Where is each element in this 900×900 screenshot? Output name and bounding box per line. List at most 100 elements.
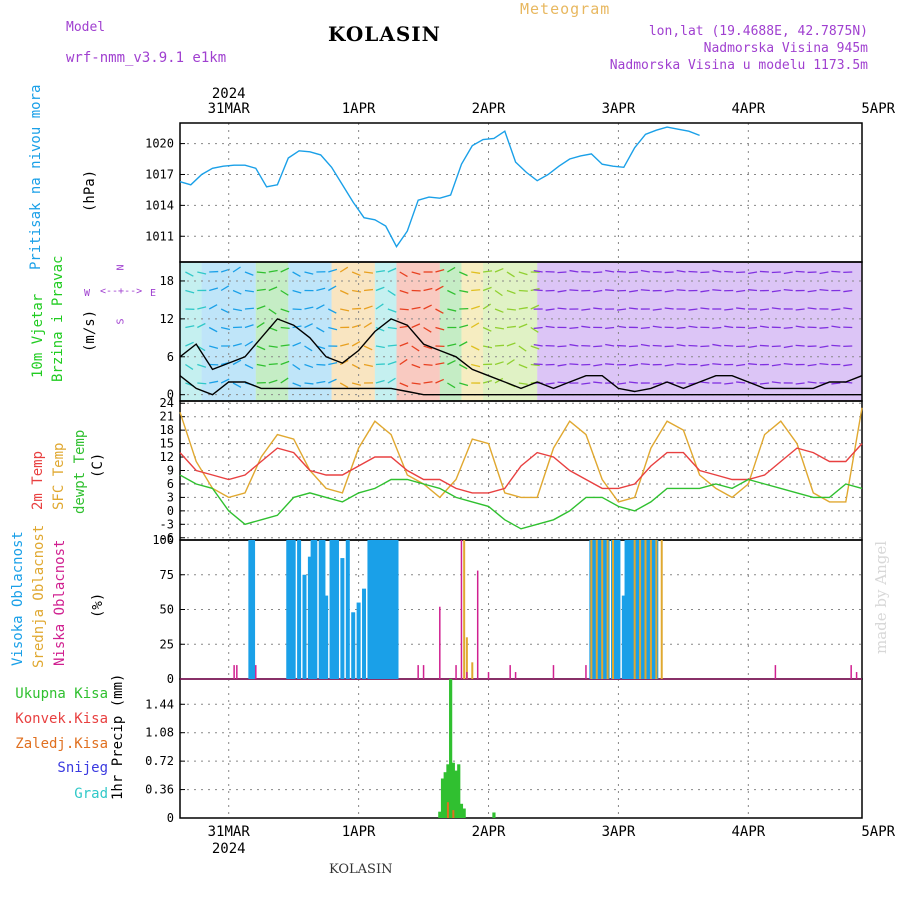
day-label-top: 31MAR	[208, 101, 251, 117]
wind-barb	[747, 326, 758, 329]
cloud-high-bar	[380, 540, 385, 679]
wind-barb	[423, 304, 432, 310]
wind-barb	[363, 305, 373, 310]
precip-total-bar	[492, 812, 496, 818]
wind-barb	[712, 363, 722, 366]
cloud-low-bar	[514, 672, 517, 679]
day-label-bottom: 2APR	[472, 824, 506, 840]
wind-barb	[328, 378, 337, 384]
wind-barb	[292, 382, 302, 387]
wind-barb	[399, 325, 409, 329]
wind-barb	[185, 271, 194, 277]
cloud-low-bar	[476, 570, 479, 679]
wind-barb	[518, 289, 528, 292]
wind-barb	[533, 363, 543, 366]
wind-barb	[518, 323, 528, 329]
precip-total-bar	[454, 770, 458, 818]
wind-barb	[831, 308, 841, 311]
wind-barb	[831, 325, 841, 329]
cloud-high-bar	[318, 540, 323, 679]
wind-barb	[352, 289, 362, 293]
precip-total-bar	[451, 762, 455, 818]
wind-barb	[736, 363, 746, 367]
wind-barb	[471, 363, 481, 368]
wind-barb	[328, 362, 338, 366]
wind-barb	[557, 363, 567, 367]
wind-barb	[807, 363, 817, 367]
wind-barb	[783, 289, 793, 292]
precip-total-bar	[457, 764, 461, 818]
wind-min-line	[179, 375, 862, 396]
wind-barb	[628, 381, 638, 384]
wind-barb	[435, 378, 444, 384]
wind-barb	[807, 289, 817, 293]
sfc-temp-line	[179, 407, 863, 503]
cloud-high-bar	[362, 588, 367, 679]
wind-barb	[185, 363, 194, 370]
wind-barb	[232, 266, 241, 273]
wind-barb	[185, 341, 194, 347]
wind-barb	[411, 363, 421, 369]
wind-barb	[363, 288, 374, 292]
model-elevation-label: Nadmorska Visina u modelu 1173.5m	[609, 58, 868, 73]
wind-barb	[209, 287, 219, 292]
cloud-high-bar	[307, 556, 312, 679]
cloud-mid-bar	[649, 540, 652, 679]
wind-barb	[351, 324, 361, 329]
wind-barb	[423, 287, 433, 292]
wind-barb	[256, 271, 266, 274]
wind-barb	[459, 324, 469, 329]
wind-barb	[209, 380, 219, 384]
wind-barb	[494, 267, 504, 273]
wind-direction-band	[331, 262, 375, 401]
wind-barb	[423, 363, 433, 366]
wind-barb	[831, 344, 841, 347]
precip-total-bar	[438, 811, 442, 818]
wind-speed-line	[179, 318, 863, 393]
cloud-mid-bar	[639, 540, 642, 679]
wind-barb	[304, 363, 314, 369]
clouds-tick-label: 50	[160, 603, 174, 617]
elevation-label: Nadmorska Visina 945m	[703, 41, 868, 56]
wind-barb	[569, 363, 579, 366]
wind-barb	[795, 344, 805, 347]
wind-barb	[387, 308, 397, 313]
wind-barb	[640, 363, 650, 366]
wind-barb	[819, 288, 829, 292]
precip-total-bar	[459, 803, 464, 818]
wind-barb	[256, 322, 265, 329]
wind-barb	[458, 363, 468, 370]
wind-barb	[268, 308, 277, 315]
wind-barb	[399, 358, 408, 366]
wind-barb	[724, 382, 734, 385]
wind-barb	[688, 325, 698, 329]
wind-barb	[423, 326, 432, 333]
wind-barb	[316, 326, 325, 333]
wind-barb	[244, 307, 254, 310]
cloud-low-bar	[850, 665, 852, 679]
cloud-low-bar	[233, 665, 235, 679]
wind-barb	[795, 270, 805, 273]
wind-barb	[652, 325, 662, 329]
wind-barb	[411, 271, 421, 276]
wind-barb	[664, 345, 674, 348]
wind-barb	[447, 266, 456, 273]
cloud-high-bar	[313, 540, 318, 679]
wind-compass: N W E S <--+-->	[84, 262, 164, 332]
wind-barb	[435, 285, 444, 292]
wind-barb	[411, 323, 421, 329]
wind-barb	[197, 271, 207, 275]
wind-barb	[411, 345, 420, 352]
wind-barb	[593, 381, 603, 384]
wind-direction-band	[483, 262, 538, 401]
wind-barb	[557, 345, 567, 348]
wind-barb	[292, 271, 301, 277]
wind-barb	[530, 326, 539, 333]
cloud-high-bar	[340, 558, 345, 679]
cloud-high-bar	[372, 540, 377, 679]
cloud-mid-bar	[606, 540, 609, 679]
wind-barb	[280, 360, 290, 366]
wind-barb	[676, 326, 686, 329]
cloud-high-bar	[629, 540, 634, 679]
wind-barb	[819, 345, 829, 349]
